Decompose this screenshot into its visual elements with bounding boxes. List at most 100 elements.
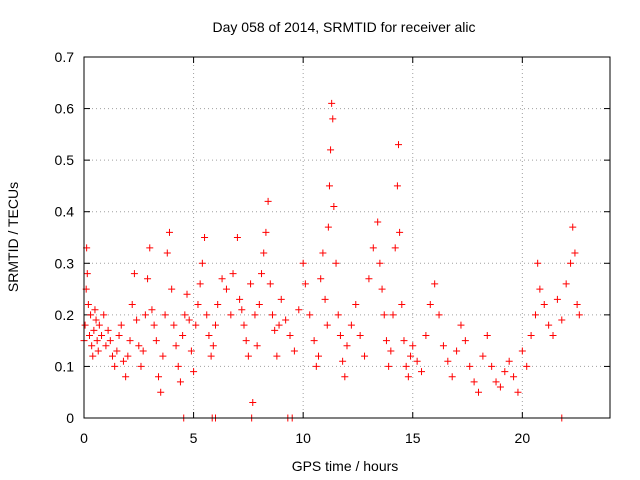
data-point — [299, 259, 307, 267]
y-tick-label: 0.1 — [55, 358, 75, 374]
data-point — [130, 270, 138, 278]
data-point — [536, 285, 544, 293]
data-point — [172, 342, 180, 350]
data-point — [137, 362, 145, 370]
x-tick-label: 5 — [190, 430, 198, 446]
y-tick-label: 0.3 — [55, 255, 75, 271]
data-point — [407, 352, 415, 360]
data-point — [144, 275, 152, 283]
data-point — [361, 352, 369, 360]
data-point — [181, 311, 189, 319]
data-point — [571, 249, 579, 257]
data-point — [104, 326, 112, 334]
data-point — [321, 295, 329, 303]
data-point — [404, 373, 412, 381]
data-point — [196, 280, 204, 288]
data-point — [514, 388, 522, 396]
x-axis-label: GPS time / hours — [292, 458, 399, 474]
data-point — [139, 347, 147, 355]
data-point — [422, 331, 430, 339]
data-point — [155, 373, 163, 381]
data-point — [545, 321, 553, 329]
data-point — [540, 301, 548, 309]
data-point — [573, 301, 581, 309]
data-point — [179, 331, 187, 339]
data-point — [183, 290, 191, 298]
y-axis-label: SRMTID / TECUs — [5, 182, 21, 292]
data-point — [87, 311, 95, 319]
data-point — [315, 352, 323, 360]
data-point — [413, 357, 421, 365]
data-point — [135, 342, 143, 350]
data-point — [251, 311, 259, 319]
data-point — [323, 321, 331, 329]
data-point — [227, 311, 235, 319]
data-point — [176, 378, 184, 386]
chart-title: Day 058 of 2014, SRMTID for receiver ali… — [213, 19, 476, 35]
data-point — [88, 342, 96, 350]
data-point — [141, 311, 149, 319]
data-point — [374, 218, 382, 226]
data-point — [192, 321, 200, 329]
data-point — [229, 270, 237, 278]
data-point — [466, 362, 474, 370]
data-point — [523, 362, 531, 370]
data-point — [461, 337, 469, 345]
data-point — [387, 347, 395, 355]
y-tick-label: 0 — [66, 410, 74, 426]
data-point — [418, 368, 426, 376]
data-point — [111, 362, 119, 370]
data-point — [332, 259, 340, 267]
data-point — [435, 311, 443, 319]
data-point — [398, 301, 406, 309]
data-point — [409, 342, 417, 350]
data-point — [336, 331, 344, 339]
data-point — [117, 321, 125, 329]
data-point — [431, 280, 439, 288]
data-point — [339, 357, 347, 365]
data-point — [356, 331, 364, 339]
data-point — [569, 223, 577, 231]
data-point — [365, 275, 373, 283]
data-point — [312, 362, 320, 370]
data-points — [80, 99, 583, 422]
data-point — [347, 321, 355, 329]
data-point — [426, 301, 434, 309]
data-point — [457, 321, 465, 329]
data-point — [380, 311, 388, 319]
data-point — [341, 373, 349, 381]
data-point — [343, 342, 351, 350]
data-point — [91, 306, 99, 314]
data-point — [271, 326, 279, 334]
data-point — [266, 280, 274, 288]
x-tick-label: 10 — [295, 430, 311, 446]
data-point — [100, 311, 108, 319]
data-point — [238, 306, 246, 314]
data-point — [209, 342, 217, 350]
y-tick-label: 0.6 — [55, 101, 75, 117]
y-tick-label: 0.4 — [55, 204, 75, 220]
data-point — [393, 182, 401, 190]
data-point — [187, 347, 195, 355]
data-point — [385, 362, 393, 370]
data-point — [319, 249, 327, 257]
data-point — [159, 352, 167, 360]
y-tick-label: 0.2 — [55, 307, 75, 323]
data-point — [222, 285, 230, 293]
data-point — [389, 311, 397, 319]
data-point — [264, 197, 272, 205]
data-point — [483, 331, 491, 339]
data-point — [567, 259, 575, 267]
data-point — [553, 295, 561, 303]
data-point — [233, 234, 241, 241]
data-point — [505, 357, 513, 365]
data-point — [152, 337, 160, 345]
data-point — [102, 342, 110, 350]
data-point — [83, 270, 91, 278]
data-point — [148, 306, 156, 314]
data-point — [122, 373, 130, 381]
data-point — [396, 228, 404, 236]
data-point — [95, 321, 103, 329]
data-point — [527, 331, 535, 339]
